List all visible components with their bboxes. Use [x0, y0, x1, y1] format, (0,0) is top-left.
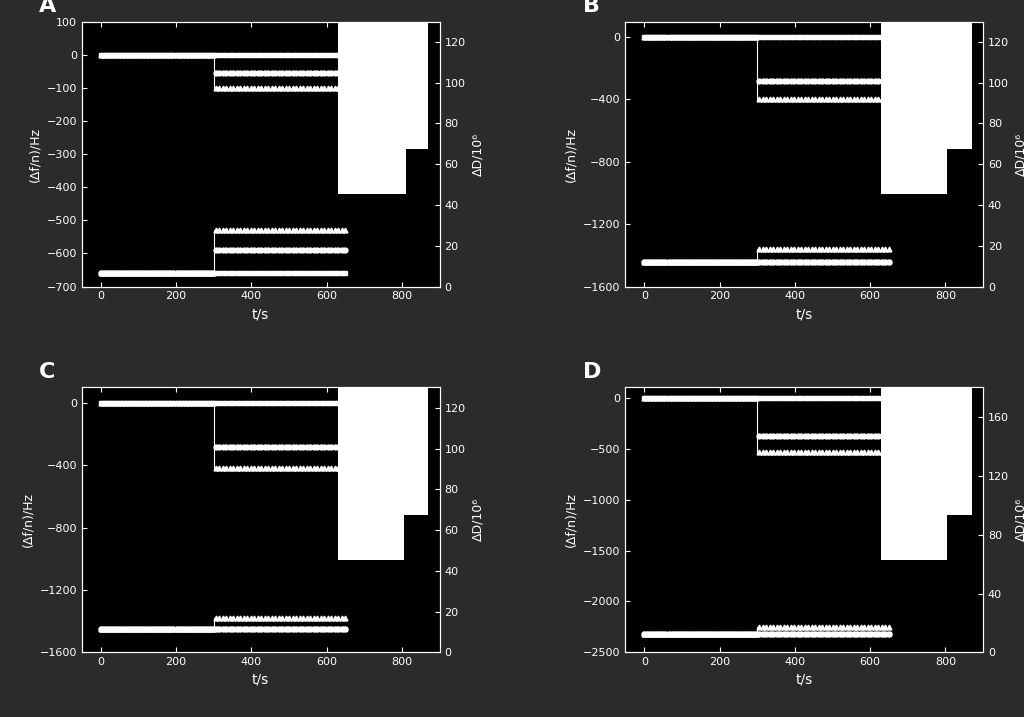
- X-axis label: t/s: t/s: [252, 307, 269, 321]
- Bar: [338, 22, 428, 148]
- Y-axis label: (Δf/n)/Hz: (Δf/n)/Hz: [564, 127, 578, 181]
- Text: B: B: [583, 0, 599, 16]
- Bar: [338, 387, 428, 515]
- Y-axis label: (Δf/n)/Hz: (Δf/n)/Hz: [28, 127, 41, 181]
- Text: A: A: [39, 0, 56, 16]
- Bar: [882, 387, 972, 515]
- Y-axis label: ΔD/10⁶: ΔD/10⁶: [1015, 498, 1024, 541]
- Bar: [882, 22, 972, 148]
- X-axis label: t/s: t/s: [796, 307, 813, 321]
- Y-axis label: (Δf/n)/Hz: (Δf/n)/Hz: [22, 493, 34, 547]
- Text: C: C: [39, 362, 55, 382]
- X-axis label: t/s: t/s: [252, 673, 269, 687]
- Y-axis label: ΔD/10⁶: ΔD/10⁶: [471, 133, 484, 176]
- Bar: [882, 148, 947, 194]
- Bar: [338, 148, 406, 194]
- Bar: [338, 515, 403, 560]
- Bar: [882, 515, 947, 560]
- Y-axis label: (Δf/n)/Hz: (Δf/n)/Hz: [564, 493, 578, 547]
- Y-axis label: ΔD/10⁶: ΔD/10⁶: [1015, 133, 1024, 176]
- Text: D: D: [583, 362, 601, 382]
- X-axis label: t/s: t/s: [796, 673, 813, 687]
- Y-axis label: ΔD/10⁶: ΔD/10⁶: [471, 498, 484, 541]
